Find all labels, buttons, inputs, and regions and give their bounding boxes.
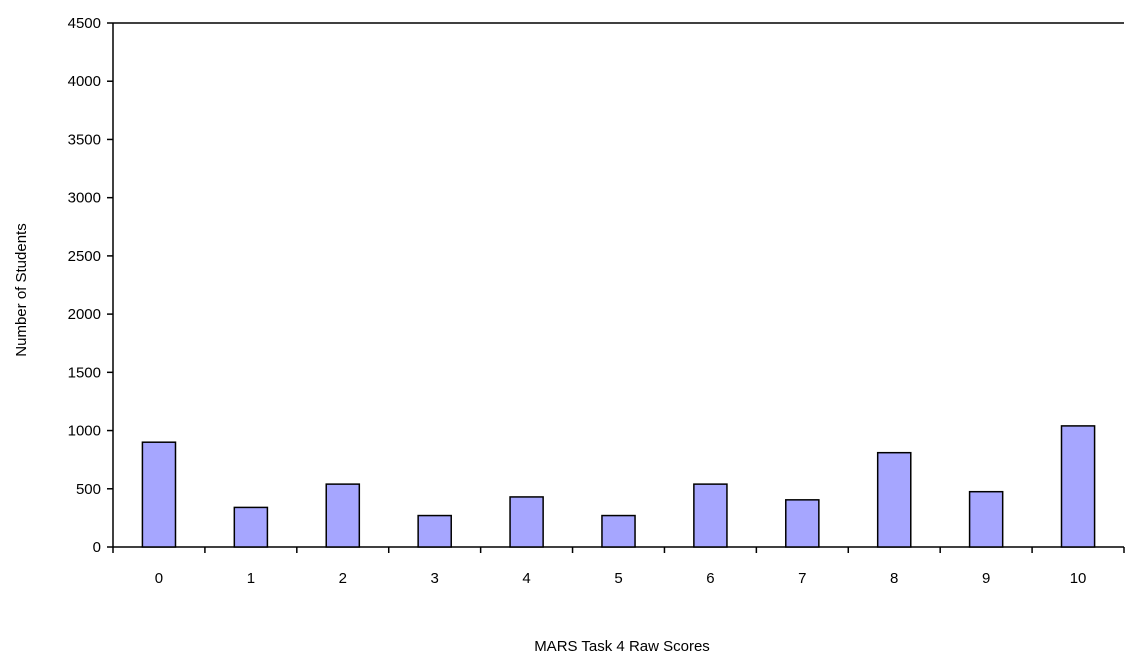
x-tick-label: 0 — [155, 570, 163, 587]
plot-area — [112, 22, 1124, 548]
y-axis: 0 500 1000 1500 2000 2500 3000 3500 4000 4500 — [68, 15, 113, 556]
y-tick-label: 4000 — [68, 73, 101, 90]
bar-score-6 — [693, 483, 728, 548]
bar-score-5 — [601, 514, 636, 548]
x-tick-label: 8 — [890, 570, 898, 587]
x-axis-title: MARS Task 4 Raw Scores — [534, 638, 710, 655]
bar-score-0 — [141, 441, 177, 548]
bar-score-3 — [417, 514, 452, 548]
x-tick-label: 7 — [798, 570, 806, 587]
bar-score-1 — [233, 506, 269, 548]
x-tick-label: 4 — [522, 570, 530, 587]
x-tick-label: 9 — [982, 570, 990, 587]
y-tick-label: 500 — [76, 481, 101, 498]
bar-score-4 — [509, 496, 544, 548]
bar-score-10 — [1060, 425, 1096, 548]
y-tick-label: 2500 — [68, 248, 101, 265]
x-tick-label: 6 — [706, 570, 714, 587]
x-tick-label: 2 — [339, 570, 347, 587]
bar-score-9 — [968, 490, 1004, 548]
y-tick-label: 3000 — [68, 190, 101, 207]
y-tick-label: 4500 — [68, 15, 101, 32]
y-axis-title: Number of Students — [13, 223, 30, 356]
bar-score-7 — [785, 499, 820, 548]
x-tick-label: 1 — [247, 570, 255, 587]
x-tick-label: 5 — [614, 570, 622, 587]
y-tick-label: 3500 — [68, 131, 101, 148]
bar-score-2 — [325, 483, 361, 548]
y-tick-label: 2000 — [68, 306, 101, 323]
y-tick-label: 1000 — [68, 423, 101, 440]
bar-score-8 — [876, 451, 912, 548]
x-tick-label: 3 — [431, 570, 439, 587]
bar-series — [141, 425, 1096, 548]
x-axis: 0 1 2 3 4 5 6 7 8 9 10 — [112, 547, 1125, 587]
x-tick-label: 10 — [1070, 570, 1087, 587]
y-tick-label: 0 — [93, 539, 101, 556]
y-tick-label: 1500 — [68, 364, 101, 381]
